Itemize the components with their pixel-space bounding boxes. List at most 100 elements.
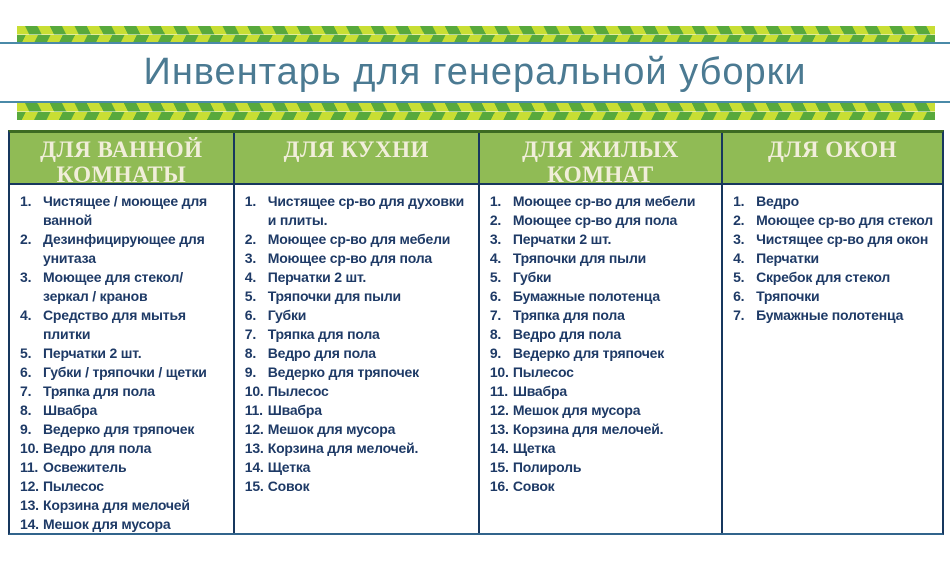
item-text: Швабра (512, 383, 567, 399)
item-text: Корзина для мелочей (43, 497, 190, 513)
item-text: Чистящее ср-во для окон (756, 231, 929, 247)
item-text: Тряпка для пола (43, 383, 155, 399)
column-header: ДЛЯ ВАННОЙ КОМНАТЫ (10, 133, 233, 187)
item-number: 12. (244, 421, 264, 437)
item-number: 14. (244, 459, 264, 475)
page-title: Инвентарь для генеральной уборки (143, 51, 807, 93)
list-item: 1. Моющее ср-во для мебели (490, 192, 718, 211)
item-text: Ведерко для тряпочек (267, 364, 419, 380)
item-number: 1. (489, 193, 502, 209)
item-number: 6. (20, 364, 32, 380)
list-item: 2. Моющее ср-во для мебели (245, 230, 475, 249)
list-item: 8. Ведро для пола (245, 344, 475, 363)
column-body: 1. Чистящее / моющее для ванной 2. Дезинфиц… (10, 185, 233, 533)
item-text: Чистящее / моющее для ванной (43, 193, 208, 228)
list-item: 4. Тряпочки для пыли (490, 249, 718, 268)
item-text: Корзина для мелочей. (267, 440, 419, 456)
item-number: 6. (489, 288, 502, 304)
item-text: Совок (512, 478, 555, 494)
item-text: Тряпочки для пыли (512, 250, 647, 266)
item-text: Швабра (267, 402, 322, 418)
column-header: ДЛЯ ОКОН (723, 133, 942, 185)
item-number: 1. (20, 193, 32, 209)
item-number: 5. (733, 269, 745, 285)
item-text: Перчатки 2 шт. (512, 231, 612, 247)
item-number: 13. (244, 440, 264, 456)
item-number: 2. (489, 212, 502, 228)
table-column-4: ДЛЯ ОКОН 1. Ведро 2. Моющее ср-во для стекол… (721, 133, 942, 533)
item-number: 7. (244, 326, 257, 342)
list-item: 12. Мешок для мусора (490, 401, 718, 420)
item-text: Ведро для пола (512, 326, 621, 342)
item-text: Тряпочки (756, 288, 820, 304)
item-text: Ведерко для тряпочек (512, 345, 665, 361)
item-text: Тряпка для пола (512, 307, 625, 323)
item-number: 4. (489, 250, 502, 266)
list-item: 10. Ведро для пола (20, 439, 230, 458)
item-number: 4. (20, 307, 32, 323)
item-number: 7. (733, 307, 745, 323)
item-number: 10. (244, 383, 264, 399)
column-body: 1. Моющее ср-во для мебели 2. Моющее ср-во … (480, 185, 721, 533)
item-number: 16. (489, 478, 509, 494)
item-text: Мешок для мусора (512, 402, 641, 418)
item-text: Губки (512, 269, 552, 285)
item-number: 15. (244, 478, 264, 494)
list-item: 6. Губки (245, 306, 475, 325)
item-number: 10. (20, 440, 39, 456)
list-item: 3. Перчатки 2 шт. (490, 230, 718, 249)
list-item: 7. Тряпка для пола (20, 382, 230, 401)
item-number: 12. (20, 478, 39, 494)
item-text: Пылесос (43, 478, 104, 494)
item-number: 11. (244, 402, 263, 418)
item-text: Средство для мытья плитки (43, 307, 186, 342)
item-number: 13. (20, 497, 39, 513)
column-header: ДЛЯ ЖИЛЫХ КОМНАТ (479, 133, 722, 187)
item-text: Ведро для пола (267, 345, 376, 361)
item-number: 3. (733, 231, 745, 247)
list-item: 4. Перчатки 2 шт. (245, 268, 475, 287)
item-number: 8. (244, 345, 257, 361)
item-number: 3. (244, 250, 257, 266)
item-text: Щетка (267, 459, 311, 475)
list-item: 13. Корзина для мелочей. (490, 420, 718, 439)
item-number: 5. (489, 269, 502, 285)
item-text: Пылесос (267, 383, 329, 399)
item-number: 13. (489, 421, 509, 437)
list-item: 7. Тряпка для пола (245, 325, 475, 344)
item-number: 1. (733, 193, 745, 209)
list-item: 3. Моющее для стекол/ зеркал / кранов (20, 268, 230, 306)
item-number: 11. (489, 383, 508, 399)
list-item: 5. Скребок для стекол (733, 268, 939, 287)
list-item: 5. Губки (490, 268, 718, 287)
item-text: Моющее ср-во для стекол (756, 212, 933, 228)
item-number: 9. (20, 421, 32, 437)
item-number: 6. (244, 307, 257, 323)
list-item: 10. Пылесос (490, 363, 718, 382)
list-item: 1. Чистящее ср-во для духовки и плиты. (245, 192, 475, 230)
list-item: 6. Губки / тряпочки / щетки (20, 363, 230, 382)
item-text: Дезинфицирующее для унитаза (43, 231, 205, 266)
item-number: 9. (244, 364, 257, 380)
item-number: 9. (489, 345, 502, 361)
decorative-tape-top (17, 26, 935, 43)
item-number: 3. (489, 231, 502, 247)
list-item: 14. Щетка (245, 458, 475, 477)
list-item: 1. Ведро (733, 192, 939, 211)
list-item: 6. Тряпочки (733, 287, 939, 306)
list-item: 2. Моющее ср-во для стекол (733, 211, 939, 230)
list-item: 13. Корзина для мелочей. (245, 439, 475, 458)
item-text: Пылесос (512, 364, 574, 380)
list-item: 3. Чистящее ср-во для окон (733, 230, 939, 249)
list-item: 14. Мешок для мусора (20, 515, 230, 533)
list-item: 3. Моющее ср-во для пола (245, 249, 475, 268)
item-text: Скребок для стекол (756, 269, 891, 285)
column-body: 1. Ведро 2. Моющее ср-во для стекол 3. Чистящ… (723, 185, 942, 533)
item-text: Моющее ср-во для мебели (267, 231, 451, 247)
item-text: Перчатки 2 шт. (43, 345, 142, 361)
list-item: 11. Швабра (245, 401, 475, 420)
item-number: 7. (20, 383, 32, 399)
list-item: 4. Средство для мытья плитки (20, 306, 230, 344)
list-item: 11. Швабра (490, 382, 718, 401)
